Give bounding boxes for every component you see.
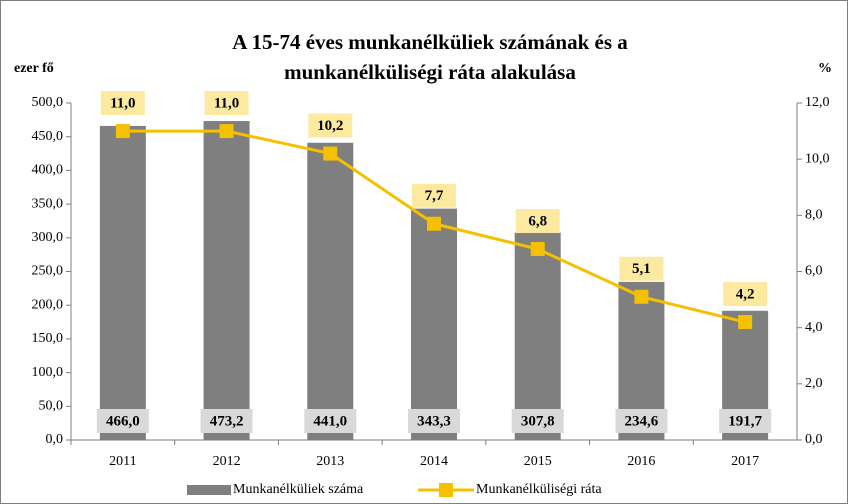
y2-tick-label: 0,0 (805, 432, 823, 447)
line-value-label: 10,2 (317, 118, 343, 134)
y2-tick-label: 2,0 (805, 376, 823, 391)
legend-label: Munkanélküliségi ráta (476, 482, 602, 497)
value-label-box (723, 282, 768, 307)
value-label-box (408, 409, 460, 433)
y-tick-label: 0,0 (46, 432, 64, 447)
line-value-label: 4,2 (736, 286, 755, 302)
bar-value-label: 191,7 (728, 413, 762, 429)
line-value-label: 11,0 (110, 96, 135, 112)
bar-value-label: 234,6 (625, 413, 659, 429)
value-label-box (511, 409, 564, 433)
bar-value-label: 473,2 (210, 413, 244, 429)
y-tick-label: 150,0 (32, 331, 64, 346)
legend-swatch (439, 483, 453, 497)
line-value-label: 5,1 (632, 261, 651, 277)
y-tick-label: 100,0 (32, 365, 64, 380)
x-tick-label: 2011 (109, 454, 136, 469)
value-label-box (100, 91, 145, 116)
x-tick-label: 2015 (524, 454, 552, 469)
value-label-box (515, 209, 560, 234)
x-tick-label: 2012 (213, 454, 241, 469)
line-marker (427, 216, 441, 231)
line-marker (634, 289, 649, 304)
line-marker (219, 124, 234, 139)
value-label-box (719, 409, 772, 433)
bar (99, 125, 146, 440)
chart-title: A 15-74 éves munkanélküliek számának és … (232, 30, 628, 54)
x-tick-label: 2016 (627, 454, 655, 469)
bar-value-label: 343,3 (417, 413, 451, 429)
y2-tick-label: 6,0 (805, 264, 823, 279)
y2-axis-label: % (818, 61, 832, 76)
y2-tick-label: 8,0 (805, 208, 823, 223)
bar-value-label: 307,8 (521, 413, 555, 429)
y-tick-label: 400,0 (32, 163, 64, 178)
line-marker (530, 242, 545, 257)
line-marker (323, 146, 338, 161)
value-label-box (304, 409, 357, 433)
y-tick-label: 200,0 (32, 297, 64, 312)
value-label-box (200, 409, 253, 433)
line-value-label: 6,8 (528, 213, 547, 229)
y-tick-label: 450,0 (32, 129, 64, 144)
y-tick-label: 500,0 (32, 95, 64, 110)
legend-swatch (187, 485, 231, 495)
value-label-box (96, 409, 149, 433)
bar-value-label: 466,0 (106, 413, 140, 429)
bar (411, 208, 457, 440)
line-value-label: 7,7 (425, 188, 444, 204)
value-label-box (619, 256, 664, 281)
x-tick-label: 2014 (420, 454, 448, 469)
bar-value-label: 441,0 (313, 413, 347, 429)
x-tick-label: 2013 (316, 454, 344, 469)
value-label-box (412, 183, 456, 208)
y2-tick-label: 12,0 (805, 95, 830, 110)
line-value-label: 11,0 (214, 96, 239, 112)
bar (307, 142, 354, 441)
x-tick-label: 2017 (731, 454, 759, 469)
bar (514, 232, 561, 440)
bar (203, 121, 250, 440)
y-axis-label: ezer fő (14, 61, 54, 76)
chart-title: munkanélküliségi ráta alakulása (284, 60, 576, 84)
y2-tick-label: 10,0 (805, 151, 830, 166)
y-tick-label: 250,0 (32, 264, 64, 279)
value-label-box (204, 91, 249, 116)
value-label-box (615, 409, 668, 433)
y-tick-label: 350,0 (32, 196, 64, 211)
legend-label: Munkanélküliek száma (233, 482, 364, 497)
value-label-box (308, 113, 353, 138)
line-marker (115, 124, 130, 139)
y-tick-label: 50,0 (39, 399, 64, 414)
line-marker (738, 315, 753, 330)
y-tick-label: 300,0 (32, 230, 64, 245)
y2-tick-label: 4,0 (805, 320, 823, 335)
